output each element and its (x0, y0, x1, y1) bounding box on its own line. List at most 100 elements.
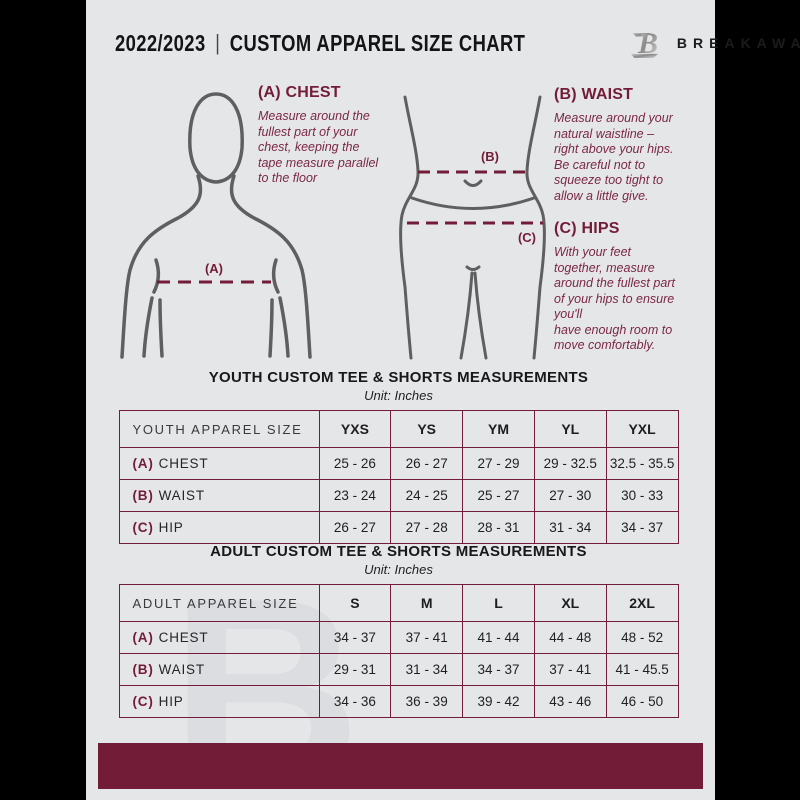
measurement-row: (C) HIP 26 - 27 27 - 28 28 - 31 31 - 34 34 - 3… (118, 511, 679, 544)
section-hips-description: With your feet together, measure around … (554, 245, 675, 352)
chart-page: B 2022/2023 | CUSTOM APPAREL SIZE CHART (86, 0, 800, 800)
measurement-value-cell: 32.5 - 35.5 (605, 447, 679, 480)
measurement-value-cell: 37 - 41 (390, 621, 464, 654)
youth-table-title: YOUTH CUSTOM TEE & SHORTS MEASUREMENTS (208, 369, 589, 386)
section-chest: (A) CHEST Measure around the fullest par… (258, 84, 420, 187)
measurement-value-cell: 25 - 27 (462, 479, 535, 512)
youth-table-unit: Unit: Inches (364, 388, 433, 403)
measurement-value-cell: 48 - 52 (605, 621, 679, 654)
measurement-row-label: (C) HIP (118, 511, 320, 544)
measurement-value-cell: 39 - 42 (462, 685, 535, 718)
measurement-value-cell: 41 - 45.5 (605, 653, 679, 686)
row-letter-prefix: (A) (132, 456, 154, 471)
measurement-row-label: (C) HIP (118, 685, 320, 718)
section-chest-title: (A) CHEST (258, 84, 341, 101)
measurement-value-cell: 34 - 37 (605, 511, 679, 544)
title-separator: | (215, 30, 221, 55)
letterbox-right (715, 0, 800, 800)
measurement-value-cell: 25 - 26 (318, 447, 392, 480)
size-header-cell: YOUTH APPAREL SIZE (118, 410, 320, 448)
breakaway-logo-icon: B (630, 27, 658, 60)
row-label-text: WAIST (158, 488, 205, 503)
measurement-value-cell: 31 - 34 (533, 511, 607, 544)
size-column-header: YXS (318, 410, 392, 448)
hips-diagram: (B) (C) (399, 95, 546, 360)
measurement-value-cell: 37 - 41 (533, 653, 607, 686)
measurement-value-cell: 26 - 27 (318, 511, 392, 544)
youth-header-row: YOUTH APPAREL SIZE YXS YS YM YL YXL (118, 410, 679, 448)
adult-size-table: ADULT APPAREL SIZE S M L XL 2XL (A) CHEST 34 - … (118, 584, 679, 718)
row-letter-prefix: (B) (132, 662, 154, 677)
measurement-value-cell: 46 - 50 (605, 685, 679, 718)
size-column-header: YL (533, 410, 607, 448)
letterbox-left (0, 0, 86, 800)
measurement-value-cell: 27 - 29 (462, 447, 535, 480)
size-column-header: 2XL (605, 584, 679, 622)
brand-lockup: B BREAKAWAY (628, 24, 800, 62)
size-column-header: XL (533, 584, 607, 622)
row-label-text: HIP (158, 694, 184, 709)
waist-line-label: (B) (481, 149, 499, 164)
measurement-value-cell: 24 - 25 (390, 479, 464, 512)
youth-table-block: YOUTH CUSTOM TEE & SHORTS MEASUREMENTS U… (118, 369, 679, 544)
section-hips: (C) HIPS With your feet together, measur… (554, 220, 716, 354)
brand-name: BREAKAWAY (676, 35, 800, 51)
measurement-row-label: (A) CHEST (118, 447, 320, 480)
measurement-row: (B) WAIST 23 - 24 24 - 25 25 - 27 27 - 30 30 -… (118, 479, 679, 512)
measurement-row-label: (A) CHEST (118, 621, 320, 654)
row-label-text: CHEST (158, 630, 209, 645)
size-column-header: YM (462, 410, 535, 448)
size-column-header: S (318, 584, 392, 622)
page-title: 2022/2023 | CUSTOM APPAREL SIZE CHART (115, 30, 525, 57)
measurement-value-cell: 41 - 44 (462, 621, 535, 654)
season-label: 2022/2023 (115, 29, 206, 56)
section-waist-title: (B) WAIST (554, 86, 634, 103)
adult-table-block: ADULT CUSTOM TEE & SHORTS MEASUREMENTS U… (118, 543, 679, 718)
size-column-header: YS (390, 410, 464, 448)
measurement-row: (A) CHEST 34 - 37 37 - 41 41 - 44 44 - 48 48 -… (118, 621, 679, 654)
measurement-value-cell: 27 - 28 (390, 511, 464, 544)
torso-diagram: (A) (120, 92, 312, 359)
measurement-row: (B) WAIST 29 - 31 31 - 34 34 - 37 37 - 41 41 -… (118, 653, 679, 686)
row-letter-prefix: (C) (132, 694, 154, 709)
measurement-value-cell: 36 - 39 (390, 685, 464, 718)
size-column-header: M (390, 584, 464, 622)
measurement-value-cell: 34 - 37 (462, 653, 535, 686)
adult-header-row: ADULT APPAREL SIZE S M L XL 2XL (118, 584, 679, 622)
measurement-value-cell: 34 - 37 (318, 621, 392, 654)
measurement-value-cell: 34 - 36 (318, 685, 392, 718)
measurement-row: (C) HIP 34 - 36 36 - 39 39 - 42 43 - 46 46 - 5… (118, 685, 679, 718)
row-label-text: HIP (158, 520, 184, 535)
hip-line-label: (C) (518, 230, 536, 245)
size-header-cell: ADULT APPAREL SIZE (118, 584, 320, 622)
chest-line-label: (A) (205, 261, 223, 276)
size-column-header: L (462, 584, 535, 622)
adult-table-unit: Unit: Inches (364, 562, 433, 577)
measurement-row-label: (B) WAIST (118, 653, 320, 686)
footer-accent-bar (98, 743, 703, 789)
chart-title: CUSTOM APPAREL SIZE CHART (229, 29, 526, 56)
measurement-value-cell: 44 - 48 (533, 621, 607, 654)
measurement-row: (A) CHEST 25 - 26 26 - 27 27 - 29 29 - 32.5 32… (118, 447, 679, 480)
youth-size-table: YOUTH APPAREL SIZE YXS YS YM YL YXL (A) CHEST 2… (118, 410, 679, 544)
measurement-value-cell: 29 - 31 (318, 653, 392, 686)
row-letter-prefix: (C) (132, 520, 154, 535)
section-chest-description: Measure around the fullest part of your … (258, 109, 379, 185)
measurement-value-cell: 31 - 34 (390, 653, 464, 686)
adult-table-title: ADULT CUSTOM TEE & SHORTS MEASUREMENTS (210, 543, 587, 560)
svg-text:B: B (637, 27, 658, 60)
row-letter-prefix: (A) (132, 630, 154, 645)
row-label-text: CHEST (158, 456, 209, 471)
section-hips-title: (C) HIPS (554, 220, 620, 237)
section-waist-description: Measure around your natural waistline – … (554, 111, 674, 203)
page-header: 2022/2023 | CUSTOM APPAREL SIZE CHART (115, 24, 800, 62)
measurement-value-cell: 29 - 32.5 (533, 447, 607, 480)
row-letter-prefix: (B) (132, 488, 154, 503)
measurement-row-label: (B) WAIST (118, 479, 320, 512)
measurement-value-cell: 26 - 27 (390, 447, 464, 480)
measurement-value-cell: 30 - 33 (605, 479, 679, 512)
row-label-text: WAIST (158, 662, 205, 677)
size-column-header: YXL (605, 410, 679, 448)
section-waist: (B) WAIST Measure around your natural wa… (554, 86, 714, 204)
